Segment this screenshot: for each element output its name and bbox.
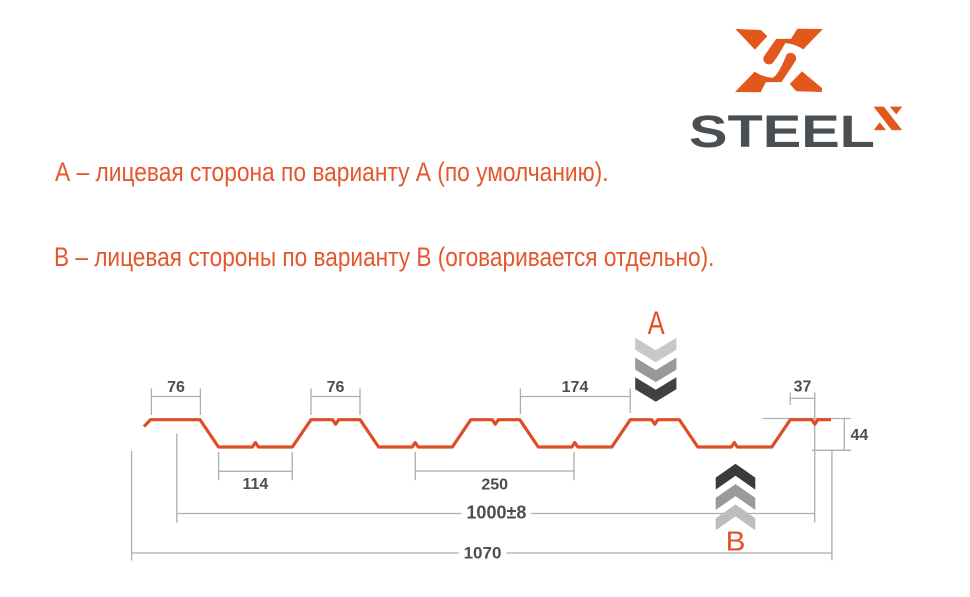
svg-text:174: 174 xyxy=(562,379,589,396)
svg-text:114: 114 xyxy=(242,476,268,493)
svg-text:76: 76 xyxy=(327,379,345,396)
svg-text:B: B xyxy=(726,526,746,557)
svg-text:250: 250 xyxy=(481,477,508,494)
svg-text:76: 76 xyxy=(167,379,185,396)
svg-text:1070: 1070 xyxy=(464,544,502,563)
svg-text:44: 44 xyxy=(851,427,869,444)
svg-text:37: 37 xyxy=(794,379,812,396)
svg-text:A: A xyxy=(648,307,666,342)
svg-text:1000±8: 1000±8 xyxy=(466,503,526,523)
